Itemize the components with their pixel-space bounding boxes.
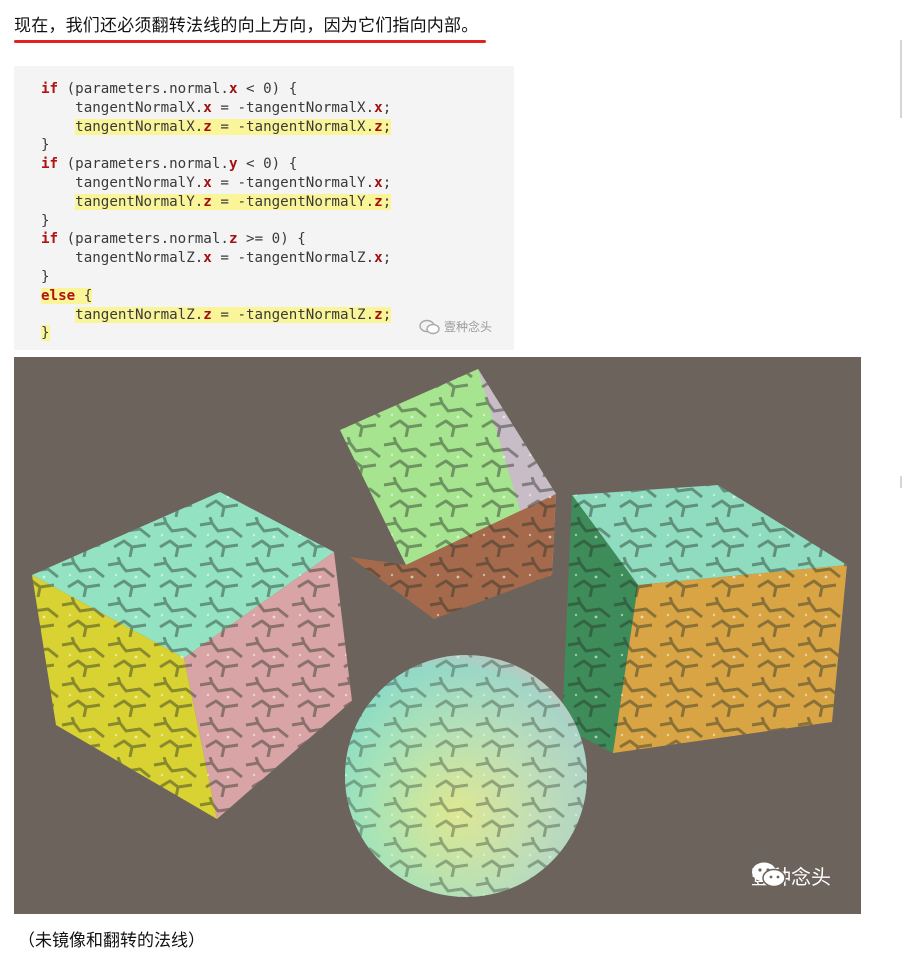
code-token: ; (382, 118, 392, 135)
code-line: if (parameters.normal.z >= 0) { (41, 230, 391, 249)
code-token: } (41, 325, 50, 342)
code-token: z (228, 231, 238, 248)
code-token: = -tangentNormalZ. (211, 250, 375, 267)
code-line: } (41, 324, 391, 343)
watermark-small: 壹种念头 (419, 318, 492, 335)
code-token: ; (382, 99, 392, 116)
wechat-icon (419, 319, 440, 334)
left-cube (32, 492, 352, 819)
watermark-small-text: 壹种念头 (444, 320, 493, 334)
top-cube (340, 369, 556, 619)
code-token: if (41, 81, 59, 97)
code-token: x (203, 250, 212, 267)
scroll-mark (900, 40, 902, 118)
code-token: 0 (263, 81, 272, 97)
code-token: x (203, 174, 212, 191)
heading-underline (14, 40, 486, 43)
code-token: (parameters.normal. (58, 156, 229, 173)
code-token: else (41, 287, 76, 304)
code-token: ) { (271, 156, 298, 173)
code-token: = -tangentNormalY. (211, 174, 375, 191)
code-token: 0 (263, 156, 272, 173)
code-token: tangentNormalY. (75, 193, 204, 210)
code-token: = -tangentNormalX. (211, 118, 375, 135)
code-line: if (parameters.normal.y < 0) { (41, 155, 391, 174)
code-token: z (374, 193, 383, 210)
wechat-icon (752, 862, 786, 888)
code-token: x (203, 99, 212, 116)
code-token: tangentNormalZ. (75, 306, 204, 323)
code-token: z (374, 306, 383, 323)
code-token: z (203, 118, 212, 135)
code-token: < (237, 156, 264, 173)
code-line: tangentNormalY.z = -tangentNormalY.z; (41, 193, 392, 212)
code-token: x (374, 250, 383, 267)
code-token: if (41, 156, 59, 173)
rendered-scene-image: 壹种念头 (14, 357, 861, 914)
code-token: tangentNormalX. (41, 99, 204, 116)
code-token: z (203, 306, 212, 323)
code-token: x (228, 81, 238, 97)
code-token: ; (382, 193, 392, 210)
right-cube (562, 485, 847, 753)
code-line: } (41, 268, 391, 287)
code-token: ; (382, 174, 392, 191)
code-token: ; (382, 250, 392, 267)
code-token: = -tangentNormalZ. (211, 306, 375, 323)
code-line: tangentNormalX.x = -tangentNormalX.x; (41, 99, 391, 118)
code-token: tangentNormalZ. (41, 250, 204, 267)
code-token: = -tangentNormalY. (211, 193, 375, 210)
code-token: tangentNormalY. (41, 174, 204, 191)
code-token: ; (382, 306, 392, 323)
code-token: tangentNormalX. (75, 118, 204, 135)
code-token: (parameters.normal. (58, 81, 229, 97)
code-token: if (41, 231, 59, 248)
watermark-large: 壹种念头 (751, 861, 831, 890)
image-caption: （未镜像和翻转的法线） (18, 931, 205, 951)
code-line: } (41, 212, 391, 231)
code-token: (parameters.normal. (58, 231, 229, 248)
code-token: z (203, 193, 212, 210)
code-line: tangentNormalZ.z = -tangentNormalZ.z; (41, 306, 392, 325)
code-token: } (41, 268, 50, 285)
code-token: >= (237, 231, 272, 248)
code-token: y (228, 156, 238, 173)
code-token: { (75, 287, 93, 304)
code-screenshot: if (parameters.normal.x < 0) { tangentNo… (14, 66, 514, 350)
code-line: else { (41, 287, 391, 306)
section-heading: 现在，我们还必须翻转法线的向上方向，因为它们指向内部。 (14, 16, 479, 36)
code-block: if (parameters.normal.x < 0) { tangentNo… (41, 80, 392, 343)
code-token: } (41, 137, 50, 154)
code-line: if (parameters.normal.x < 0) { (41, 80, 391, 99)
code-token: ) { (280, 231, 306, 248)
code-token: 0 (271, 231, 281, 248)
code-token: x (374, 174, 383, 191)
code-token: ) { (271, 81, 298, 97)
code-token: = -tangentNormalX. (211, 99, 375, 116)
scene-illustration (32, 369, 847, 897)
code-line: tangentNormalX.z = -tangentNormalX.z; (41, 118, 392, 137)
code-token: < (237, 81, 264, 97)
code-line: tangentNormalY.x = -tangentNormalY.x; (41, 174, 391, 193)
code-token: } (41, 212, 50, 229)
code-token: x (374, 99, 383, 116)
code-line: } (41, 136, 391, 155)
code-token: z (374, 118, 383, 135)
textured-sphere (345, 655, 587, 897)
scroll-mark (900, 476, 902, 488)
code-line: tangentNormalZ.x = -tangentNormalZ.x; (41, 249, 391, 268)
